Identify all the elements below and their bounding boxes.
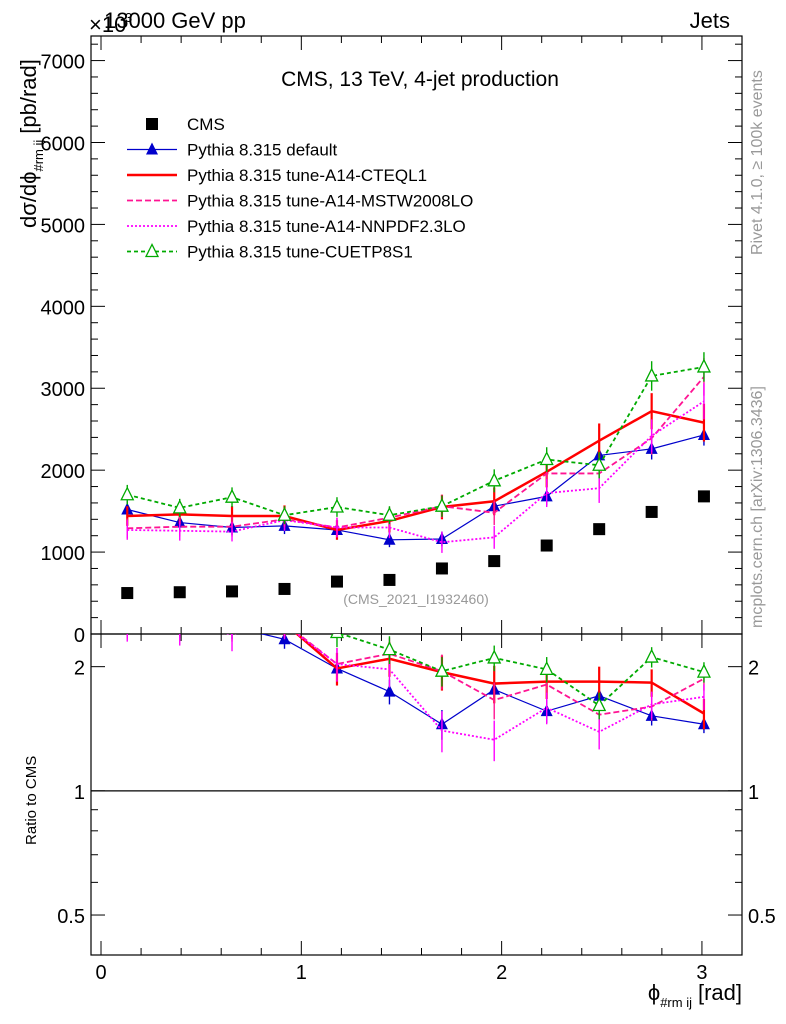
main-ylabel: dσ/dϕ#rm ij [pb/rad] (16, 59, 46, 228)
main-ytick-label: 4000 (41, 297, 86, 319)
main-cms-point (540, 539, 553, 552)
exponent-power: 3 (125, 10, 132, 25)
xtick-label: 1 (296, 962, 307, 984)
main-cms-point (121, 587, 134, 600)
header-left-title: 13000 GeV pp (104, 8, 246, 33)
xlabel-sub: #rm ij (660, 995, 692, 1010)
legend-cms-label: CMS (187, 115, 225, 134)
main-pythia-8-315-tune-cuetp8s1-point (644, 367, 659, 382)
main-pythia-8-315-tune-cuetp8s1-point (277, 506, 292, 521)
exponent-label: ×10 (89, 12, 126, 37)
main-cms-point (173, 586, 186, 599)
ratio-pythia-8-315-tune-cuetp8s1-point (278, 610, 290, 622)
legend-pythia-8-315-default-label: Pythia 8.315 default (187, 141, 338, 160)
main-pythia-8-315-tune-a14-nnpdf2-3lo-line (127, 400, 705, 544)
main-pythia-8-315-tune-cuetp8s1-point (329, 498, 345, 513)
ratio-pythia-8-315-tune-cuetp8s1-line (338, 634, 705, 707)
ratio-pythia-8-315-tune-cuetp8s1-point (382, 641, 397, 656)
main-pythia-8-315-tune-a14-cteql1-line (127, 409, 705, 532)
main-pythia-8-315-tune-cuetp8s1-point (539, 451, 554, 466)
main-pythia-8-315-tune-cuetp8s1-point (487, 472, 502, 487)
main-pythia-8-315-tune-cuetp8s1-point (120, 486, 135, 501)
ratio-pythia-8-315-tune-cuetp8s1-point (226, 575, 238, 587)
rivet-label: Rivet 4.1.0, ≥ 100k events (749, 70, 766, 255)
ratio-ytick-label: 0.5 (57, 906, 85, 928)
main-pythia-8-315-default-point (383, 532, 396, 545)
legend-pythia-8-315-default-marker (146, 142, 158, 155)
main-pythia-8-315-tune-cuetp8s1-line (127, 366, 705, 517)
ratio-pythia-8-315-tune-cuetp8s1-point (696, 663, 711, 678)
main-pythia-8-315-default-line (127, 434, 705, 541)
ratio-pythia-8-315-tune-a14-nnpdf2-3lo-line (222, 634, 705, 741)
main-ytick-label: 1000 (41, 543, 86, 565)
main-cms-point (330, 575, 343, 588)
main-pythia-8-315-tune-cuetp8s1-point (696, 358, 711, 373)
ratio-pythia-8-315-tune-cuetp8s1-point (329, 634, 345, 639)
legend-pythia-8-315-tune-a14-mstw2008lo-label: Pythia 8.315 tune-A14-MSTW2008LO (187, 192, 473, 211)
xlabel-unit: [rad] (698, 980, 742, 1005)
svg-text:dσ/dϕ#rm ij[pb/rad]: dσ/dϕ#rm ij [pb/rad] (16, 59, 46, 228)
ratio-pythia-8-315-default-point (383, 684, 396, 697)
main-cms-point (488, 555, 501, 568)
main-cms-point (278, 582, 291, 595)
ratio-pythia-8-315-tune-a14-mstw2008lo-line (296, 634, 705, 716)
main-cms-point (435, 562, 448, 575)
main-cms-point (593, 523, 606, 536)
main-ytick-label: 2000 (41, 461, 86, 483)
ratio-ytick-label-right: 0.5 (748, 906, 776, 928)
ratio-pythia-8-315-tune-cuetp8s1-point (487, 649, 502, 664)
ratio-pythia-8-315-default-line (259, 634, 705, 725)
ratio-ylabel: Ratio to CMS (23, 756, 40, 845)
main-ytick-label: 6000 (41, 133, 86, 155)
ratio-ytick-label-right: 1 (748, 782, 759, 804)
main-chart-title: CMS, 13 TeV, 4-jet production (281, 68, 559, 91)
main-pythia-8-315-tune-cuetp8s1-point (382, 506, 397, 521)
legend-pythia-8-315-tune-a14-nnpdf2-3lo-label: Pythia 8.315 tune-A14-NNPDF2.3LO (187, 217, 466, 236)
xlabel-text: ϕ (648, 980, 660, 1005)
main-ytick-label: 0 (74, 625, 85, 647)
legend-pythia-8-315-tune-a14-cteql1-label: Pythia 8.315 tune-A14-CTEQL1 (187, 166, 427, 185)
ratio-ytick-label-right: 2 (748, 658, 759, 680)
main-cms-point (226, 585, 239, 598)
main-pythia-8-315-tune-cuetp8s1-point (592, 456, 607, 471)
main-ytick-label: 7000 (41, 52, 86, 74)
ratio-pythia-8-315-tune-cuetp8s1-point (592, 697, 607, 712)
main-ylabel-text: dσ/dϕ (16, 172, 41, 228)
ratio-pythia-8-315-tune-cuetp8s1-point (121, 565, 133, 577)
legend-cms-marker (146, 118, 158, 130)
main-ytick-label: 3000 (41, 379, 86, 401)
header-right-title: Jets (690, 8, 730, 33)
ratio-pythia-8-315-default-point (226, 620, 238, 632)
ratio-ytick-label: 2 (74, 658, 85, 680)
main-cms-point (645, 505, 658, 518)
ratio-plot-frame (90, 633, 743, 956)
main-ylabel-sub: #rm ij (31, 140, 46, 172)
watermark-label: (CMS_2021_I1932460) (343, 591, 489, 607)
ratio-pythia-8-315-tune-cuetp8s1-point (644, 648, 659, 663)
xtick-label: 0 (95, 962, 106, 984)
ratio-pythia-8-315-tune-cuetp8s1-point (539, 660, 554, 676)
main-pythia-8-315-tune-a14-mstw2008lo-line (127, 376, 705, 530)
ratio-ytick-label: 1 (74, 782, 85, 804)
main-cms-point (697, 490, 710, 503)
ratio-pythia-8-315-default-point (174, 608, 186, 620)
main-ylabel-unit: [pb/rad] (16, 59, 41, 134)
main-cms-point (383, 573, 396, 586)
xlabel: ϕ#rm ij [rad] (648, 980, 742, 1010)
xtick-label: 3 (696, 962, 707, 984)
legend-pythia-8-315-tune-cuetp8s1-label: Pythia 8.315 tune-CUETP8S1 (187, 243, 413, 262)
main-ytick-label: 5000 (41, 215, 86, 237)
ratio-pythia-8-315-tune-a14-cteql1-line (295, 634, 705, 715)
main-pythia-8-315-tune-cuetp8s1-point (172, 499, 187, 514)
legend-pythia-8-315-tune-cuetp8s1-marker (144, 243, 160, 258)
main-pythia-8-315-tune-cuetp8s1-point (434, 497, 449, 512)
mcplots-label: mcplots.cern.ch [arXiv:1306.3436] (749, 386, 766, 628)
ratio-pythia-8-315-tune-cuetp8s1-point (434, 662, 449, 677)
xtick-label: 2 (496, 962, 507, 984)
svg-text:ϕ#rm ij[rad]: ϕ#rm ij [rad] (648, 980, 742, 1010)
main-pythia-8-315-tune-cuetp8s1-point (224, 488, 240, 503)
